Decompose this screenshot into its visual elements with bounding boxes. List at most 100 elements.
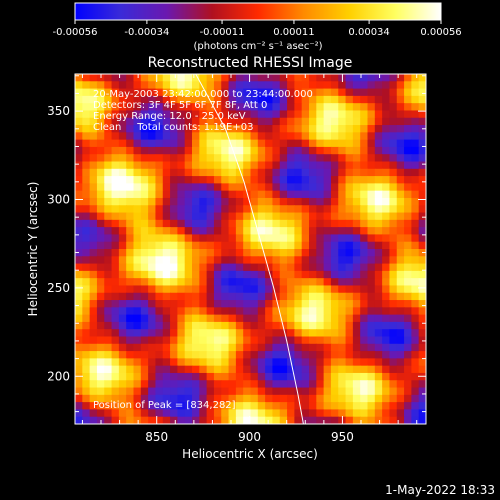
heatmap-cell [287, 365, 295, 374]
heatmap-cell [330, 183, 339, 192]
heatmap-cell [396, 212, 405, 221]
heatmap-cell [352, 387, 361, 396]
heatmap-cell [133, 125, 142, 133]
heatmap-cell [133, 372, 142, 381]
heatmap-cell [316, 197, 325, 206]
heatmap-cell [309, 307, 317, 316]
heatmap-cell [192, 336, 200, 345]
heatmap-cell [96, 263, 105, 272]
heatmap-cell [396, 125, 405, 133]
heatmap-cell [192, 314, 200, 323]
heatmap-cell [250, 372, 259, 381]
heatmap-cell [89, 402, 98, 411]
heatmap-cell [396, 307, 405, 316]
heatmap-cell [170, 249, 178, 257]
heatmap-cell [126, 227, 135, 236]
heatmap-cell [118, 343, 127, 352]
heatmap-cell [221, 205, 230, 214]
heatmap-cell [279, 205, 288, 214]
heatmap-cell [104, 110, 113, 119]
heatmap-cell [221, 190, 230, 199]
heatmap-cell [316, 117, 325, 126]
heatmap-cell [221, 300, 230, 308]
heatmap-cell [367, 190, 376, 199]
heatmap-cell [330, 329, 339, 338]
heatmap-cell [104, 176, 113, 184]
heatmap-cell [221, 234, 230, 243]
heatmap-cell [367, 321, 376, 330]
heatmap-cell [265, 132, 274, 141]
heatmap-cell [374, 409, 383, 418]
heatmap-cell [257, 95, 266, 104]
heatmap-cell [162, 125, 171, 133]
heatmap-cell [418, 307, 426, 316]
heatmap-cell [126, 416, 135, 424]
heatmap-cell [235, 74, 244, 82]
heatmap-cell [352, 81, 361, 90]
heatmap-cell [418, 154, 426, 163]
heatmap-cell [221, 227, 230, 236]
heatmap-cell [411, 285, 420, 294]
heatmap-cell [148, 329, 157, 338]
heatmap-cell [316, 358, 325, 367]
heatmap-cell [111, 351, 120, 359]
heatmap-cell [75, 110, 83, 119]
heatmap-cell [133, 110, 142, 119]
heatmap-cell [82, 132, 91, 141]
heatmap-cell [111, 292, 120, 301]
heatmap-cell [75, 285, 83, 294]
heatmap-cell [199, 416, 208, 424]
heatmap-cell [352, 219, 361, 228]
heatmap-cell [272, 81, 281, 90]
heatmap-cell [206, 380, 215, 389]
heatmap-cell [184, 227, 193, 236]
heatmap-cell [96, 183, 105, 192]
heatmap-cell [89, 416, 98, 424]
heatmap-cell [287, 88, 295, 97]
heatmap-cell [140, 154, 149, 163]
heatmap-cell [323, 263, 332, 272]
heatmap-cell [418, 95, 426, 104]
heatmap-cell [323, 103, 332, 112]
heatmap-cell [396, 300, 405, 308]
heatmap-cell [257, 212, 266, 221]
heatmap-cell [111, 95, 120, 104]
x-tick-label: 950 [331, 430, 354, 444]
heatmap-cell [111, 146, 120, 155]
heatmap-cell [309, 285, 317, 294]
heatmap-cell [228, 183, 237, 192]
heatmap-cell [316, 380, 325, 389]
heatmap-cell [374, 329, 383, 338]
heatmap-cell [213, 249, 222, 257]
heatmap-cell [75, 219, 83, 228]
heatmap-cell [111, 168, 120, 177]
heatmap-cell [382, 168, 391, 177]
heatmap-cell [279, 307, 288, 316]
heatmap-cell [199, 270, 208, 279]
heatmap-cell [96, 249, 105, 257]
heatmap-cell [221, 278, 230, 287]
heatmap-cell [118, 234, 127, 243]
heatmap-cell [96, 300, 105, 308]
heatmap-cell [184, 278, 193, 287]
heatmap-cell [133, 88, 142, 97]
heatmap-cell [148, 285, 157, 294]
heatmap-cell [177, 205, 186, 214]
heatmap-cell [243, 139, 252, 148]
heatmap-cell [389, 205, 398, 214]
heatmap-cell [367, 402, 376, 411]
heatmap-cell [250, 409, 259, 418]
heatmap-cell [118, 227, 127, 236]
heatmap-cell [192, 270, 200, 279]
heatmap-cell [345, 74, 354, 82]
heatmap-cell [323, 161, 332, 170]
heatmap-cell [213, 176, 222, 184]
heatmap-cell [243, 125, 252, 133]
heatmap-cell [170, 263, 178, 272]
heatmap-cell [133, 176, 142, 184]
heatmap-cell [352, 285, 361, 294]
heatmap-cell [294, 365, 303, 374]
heatmap-cell [396, 402, 405, 411]
heatmap-cell [199, 241, 208, 250]
heatmap-cell [250, 176, 259, 184]
